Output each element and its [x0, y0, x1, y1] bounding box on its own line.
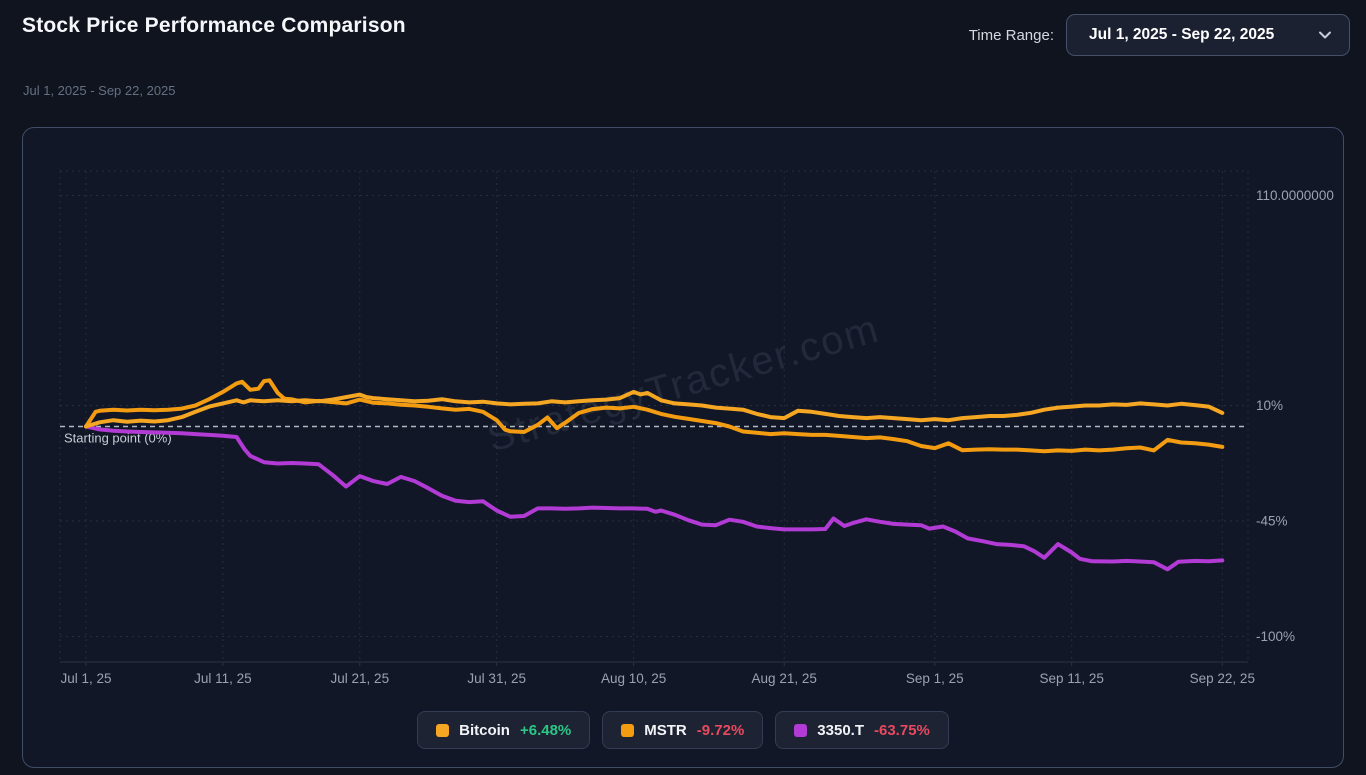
x-axis-tick-label: Jul 11, 25	[194, 671, 252, 686]
mstr-color-swatch	[621, 723, 635, 737]
y-axis-tick-label: 110.0000000	[1256, 188, 1334, 203]
legend-series-change: +6.48%	[519, 721, 572, 739]
legend-item-3350t[interactable]: 3350.T -63.75%	[775, 711, 949, 749]
x-axis-tick-label: Jul 21, 25	[331, 671, 390, 686]
legend-series-name: MSTR	[644, 721, 687, 739]
legend-item-bitcoin[interactable]: Bitcoin +6.48%	[417, 711, 591, 749]
zero-line-label: Starting point (0%)	[64, 431, 172, 446]
chart-card: Jul 1, 25 Jul 11, 25 Jul 21, 25 Jul 31, 25 A…	[22, 127, 1344, 768]
series-line-mstr	[84, 378, 1225, 454]
page-header: Stock Price Performance Comparison Time …	[22, 14, 1358, 62]
3350t-color-swatch	[794, 723, 808, 737]
time-range-label: Time Range:	[968, 26, 1054, 44]
time-range-selected-value: Jul 1, 2025 - Sep 22, 2025	[1089, 26, 1275, 43]
watermark: StrategyTracker.com	[482, 306, 884, 460]
time-range-select[interactable]: Jul 1, 2025 - Sep 22, 2025	[1066, 14, 1350, 56]
chart-legend: Bitcoin +6.48% MSTR -9.72% 3350.T -63.75…	[23, 711, 1343, 749]
legend-item-mstr[interactable]: MSTR -9.72%	[602, 711, 764, 749]
series-line-3350.t	[84, 424, 1225, 572]
chevron-down-icon	[1317, 27, 1333, 43]
x-axis-tick-label: Sep 11, 25	[1040, 671, 1104, 686]
y-axis-tick-label: -45%	[1256, 514, 1288, 529]
x-axis-tick-label: Jul 31, 25	[467, 671, 526, 686]
time-range-control: Time Range: Jul 1, 2025 - Sep 22, 2025	[969, 14, 1350, 56]
legend-series-name: 3350.T	[817, 721, 864, 739]
legend-series-change: -63.75%	[874, 721, 930, 739]
x-axis-tick-label: Sep 22, 25	[1190, 671, 1255, 686]
legend-series-change: -9.72%	[696, 721, 745, 739]
y-axis-tick-label: 10%	[1256, 398, 1283, 413]
x-axis-tick-label: Aug 21, 25	[752, 671, 817, 686]
page-title: Stock Price Performance Comparison	[22, 14, 406, 37]
bitcoin-color-swatch	[436, 723, 450, 737]
y-axis-tick-label: -100%	[1256, 629, 1295, 644]
series-line-bitcoin	[84, 389, 1225, 429]
performance-line-chart: Jul 1, 25 Jul 11, 25 Jul 21, 25 Jul 31, 25 A…	[59, 170, 1334, 686]
date-range-subtitle: Jul 1, 2025 - Sep 22, 2025	[23, 83, 176, 98]
x-axis-tick-label: Aug 10, 25	[601, 671, 666, 686]
x-axis-tick-label: Sep 1, 25	[906, 671, 964, 686]
legend-series-name: Bitcoin	[459, 721, 510, 739]
x-axis-tick-label: Jul 1, 25	[60, 671, 111, 686]
